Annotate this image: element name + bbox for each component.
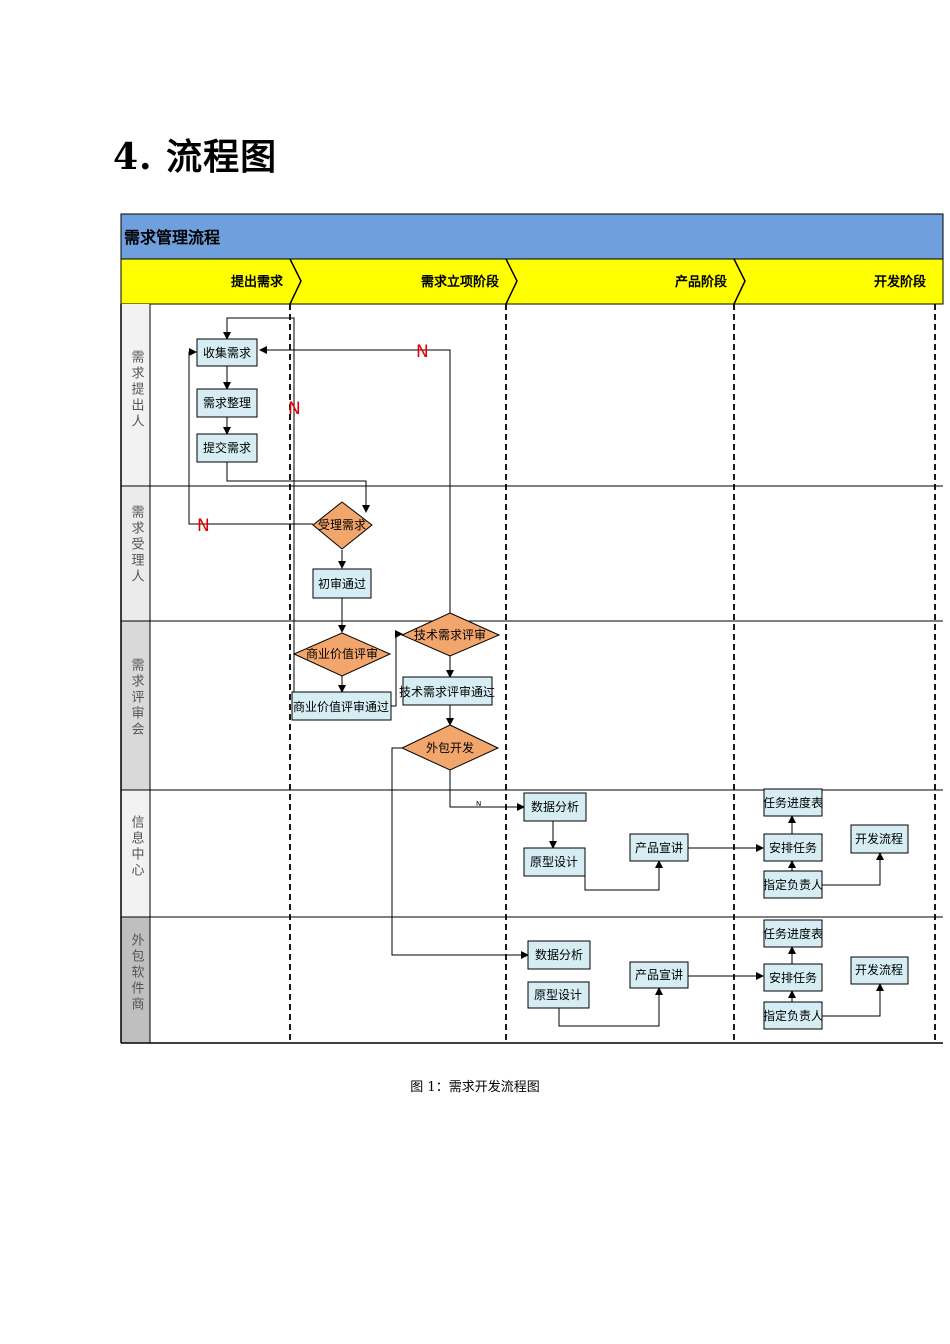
lane-label-5: 外包软件商 [129,933,145,1013]
node-organize-box [196,388,258,418]
node-os-owner-label: 指定负责人 [763,1008,823,1023]
node-ic-proto-label: 原型设计 [530,855,578,869]
node-tech-review-label: 技术需求评审 [414,627,486,642]
phase-chevron-3 [733,258,746,305]
node-ic-talk-box [629,833,689,862]
lane-label-bg-4 [121,790,150,917]
node-accept-label: 受理需求 [318,518,366,532]
node-collect-label: 收集需求 [203,345,251,360]
edge-label-no-1: N [416,342,429,362]
node-ic-dev-label: 开发流程 [855,831,903,846]
node-biz-review-label: 商业价值评审 [306,646,378,661]
node-outsource-diamond [400,724,500,771]
node-organize-label: 需求整理 [203,395,251,410]
node-ic-data-label: 数据分析 [531,799,579,814]
node-os-talk-label: 产品宣讲 [635,967,683,982]
node-biz-review-diamond [292,632,392,677]
phase-label-1: 提出需求 [231,274,284,290]
phase-chevron-2 [505,258,518,305]
node-os-dev-box [850,956,909,985]
node-ic-progress-label: 任务进度表 [763,795,823,810]
node-os-dev-label: 开发流程 [855,962,903,977]
node-first-pass-label: 初审通过 [318,576,366,591]
node-first-pass-box [312,568,372,599]
phase-bar [120,258,944,305]
lane-label-4: 信息中心 [129,815,145,879]
page-heading: 4. 流程图 [113,136,278,178]
node-os-schedule-label: 安排任务 [769,970,817,985]
figure-caption: 图 1：需求开发流程图 [410,1080,540,1095]
node-tech-pass-box [402,676,493,706]
edge-label-no-4: N [476,800,481,808]
diagram-title-bar [120,213,944,260]
phase-label-3: 产品阶段 [675,274,727,290]
edge-label-no-2: N [288,399,301,419]
diagram-title: 需求管理流程 [124,228,220,247]
node-tech-pass-label: 技术需求评审通过 [399,684,495,699]
edge-label-no-3: N [197,516,210,536]
node-tech-review-diamond [400,612,501,657]
node-submit-label: 提交需求 [203,440,251,455]
node-ic-schedule-box [763,833,823,862]
node-os-owner-box [763,1001,823,1030]
lane-label-bg-1 [121,304,150,486]
node-ic-owner-label: 指定负责人 [763,877,823,892]
node-ic-dev-box [850,824,909,854]
phase-label-4: 开发阶段 [874,274,926,290]
node-ic-talk-label: 产品宣讲 [635,840,683,855]
node-os-proto-box [527,981,590,1009]
node-ic-progress-box [763,788,823,817]
node-os-progress-box [763,919,823,948]
node-collect-box [196,338,258,367]
node-os-proto-label: 原型设计 [534,988,582,1002]
node-os-talk-box [629,961,689,989]
node-ic-data-box [523,792,587,822]
node-accept-diamond [312,501,373,550]
node-ic-schedule-label: 安排任务 [769,840,817,855]
lane-label-bg-3 [121,621,150,790]
node-ic-proto-box [523,847,586,877]
node-os-data-label: 数据分析 [535,947,583,962]
lane-label-bg-2 [121,486,150,621]
node-submit-box [196,433,258,463]
lane-label-3: 需求评审会 [129,658,145,738]
phase-chevron-1 [289,258,302,305]
lane-label-1: 需求提出人 [129,350,145,430]
lane-label-bg-5 [121,917,150,1043]
node-os-schedule-box [763,963,823,992]
node-biz-pass-box [291,691,392,721]
node-os-progress-label: 任务进度表 [763,926,823,941]
node-ic-owner-box [763,870,823,899]
lane-label-2: 需求受理人 [129,505,145,585]
node-os-data-box [527,940,591,970]
node-outsource-label: 外包开发 [426,740,474,755]
node-biz-pass-label: 商业价值评审通过 [293,699,389,714]
phase-label-2: 需求立项阶段 [421,274,499,290]
